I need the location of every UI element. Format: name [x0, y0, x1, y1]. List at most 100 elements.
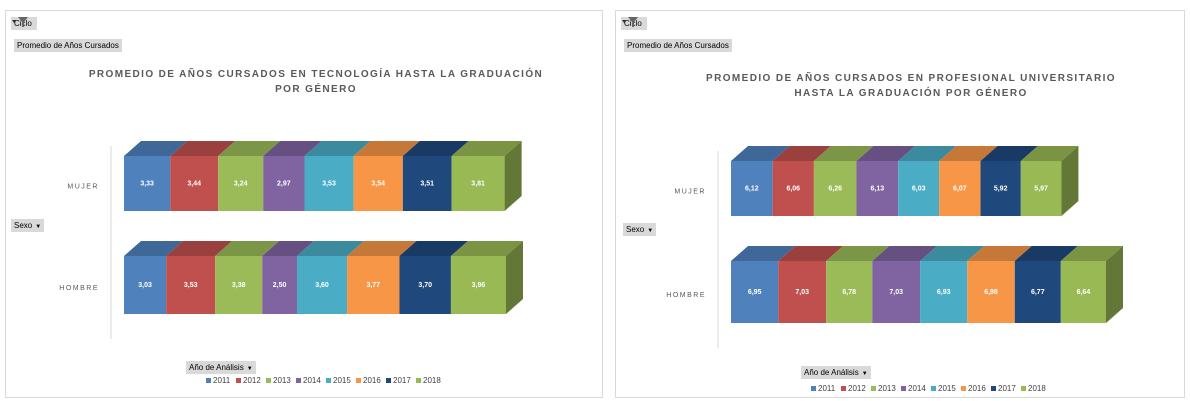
data-label: 3,53 [322, 180, 336, 187]
bar-segment [170, 156, 219, 211]
legend-label: 2011 [818, 384, 836, 393]
data-label: 2,50 [273, 282, 287, 289]
bar-segment [920, 261, 968, 323]
bar-top-face [778, 246, 844, 261]
bar-segment [1020, 161, 1062, 216]
data-label: 3,51 [420, 180, 434, 187]
bar-segment [813, 161, 857, 216]
bar-top-face [967, 246, 1032, 261]
chart-title: PROMEDIO DE AÑOS CURSADOS EN PROFESIONAL… [706, 73, 1116, 99]
legend-swatch [296, 378, 301, 383]
bar-top-face [898, 146, 957, 161]
bar-top-face [872, 246, 938, 261]
bar-top-face [731, 146, 790, 161]
data-label: 6,12 [745, 185, 759, 192]
legend-field-button[interactable]: Año de Análisis ▼ [801, 366, 871, 379]
legend-label: 2015 [938, 384, 956, 393]
legend-swatch [871, 386, 876, 391]
legend-swatch [386, 378, 391, 383]
dropdown-arrow: ▼ [647, 228, 654, 234]
legend-swatch [901, 386, 906, 391]
data-label: 6,13 [871, 185, 885, 192]
bar-segment [1014, 261, 1061, 323]
legend-field-button[interactable]: Año de Análisis ▼ [186, 361, 256, 374]
legend-swatch [1021, 386, 1026, 391]
data-label: 3,44 [187, 180, 201, 187]
legend-swatch [206, 378, 211, 383]
legend-label: 2013 [273, 376, 291, 385]
bar-segment [826, 261, 873, 323]
legend-swatch [841, 386, 846, 391]
bar-top-face [980, 146, 1038, 161]
legend-label: 2014 [908, 384, 926, 393]
legend-swatch [991, 386, 996, 391]
bar-segment [166, 256, 216, 314]
data-label: 2,97 [277, 180, 291, 187]
legend-label: 2014 [303, 376, 321, 385]
filter-button[interactable]: Ciclo [621, 17, 647, 30]
chart: MUJER 6,12 6,06 6,26 6,13 6,03 6,07 5,92 5,97 HOM… [666, 146, 1123, 393]
data-label: 6,95 [748, 289, 762, 296]
data-label: 6,07 [953, 185, 967, 192]
data-label: 3,70 [418, 282, 432, 289]
legend-label: 2017 [393, 376, 411, 385]
bar-segment [402, 156, 452, 211]
legend-label: 2012 [243, 376, 261, 385]
bar-segment [898, 161, 940, 216]
bar-segment [304, 156, 354, 211]
bar-top-face [1014, 246, 1078, 261]
dropdown-arrow: ▼ [246, 366, 253, 372]
bar-top-face [166, 241, 233, 256]
value-field-button: Promedio de Años Cursados [624, 39, 732, 52]
bar-segment [856, 161, 899, 216]
data-label: 5,92 [994, 185, 1008, 192]
bar-segment [353, 156, 403, 211]
data-label: 3,81 [471, 180, 485, 187]
bar-segment [939, 161, 981, 216]
filter-button[interactable]: Ciclo [11, 17, 37, 30]
legend-swatch [931, 386, 936, 391]
bar-side-face [504, 141, 522, 211]
bar-segment [451, 156, 505, 211]
bar-segment [263, 156, 305, 211]
data-label: 6,06 [786, 185, 800, 192]
bar-segment [772, 161, 814, 216]
data-label: 6,93 [937, 289, 951, 296]
bar-top-face [826, 246, 890, 261]
bar-segment [872, 261, 921, 323]
data-label: 6,77 [1031, 289, 1045, 296]
bar-side-face [1106, 246, 1123, 323]
legend-label: 2016 [968, 384, 986, 393]
legend-swatch [356, 378, 361, 383]
data-label: 3,03 [138, 282, 152, 289]
bar-top-face [353, 141, 420, 156]
bar-segment [296, 256, 348, 314]
data-label: 7,03 [795, 289, 809, 296]
legend-label: 2012 [848, 384, 866, 393]
bar-top-face [347, 241, 417, 256]
filter-glyph [12, 17, 28, 27]
data-label: 3,33 [140, 180, 154, 187]
category-label: HOMBRE [59, 285, 99, 292]
legend-label: 2018 [423, 376, 441, 385]
bar-top-face [263, 141, 322, 156]
bar-segment [731, 161, 773, 216]
bar-segment [450, 256, 506, 314]
data-label: 6,03 [912, 185, 926, 192]
chart-container: MUJER 6,12 6,06 6,26 6,13 6,03 6,07 5,92 5,97 HOM… [615, 10, 1185, 398]
axis-field-button[interactable]: Sexo ▼ [623, 223, 657, 236]
bar-top-face [124, 141, 188, 156]
bar-segment [218, 156, 264, 211]
bar-side-face [506, 241, 523, 314]
data-label: 6,98 [984, 289, 998, 296]
legend-swatch [811, 386, 816, 391]
dropdown-arrow: ▼ [861, 371, 868, 377]
data-label: 3,53 [184, 282, 198, 289]
bar-top-face [451, 141, 522, 156]
bar-segment [399, 256, 451, 314]
category-label: HOMBRE [666, 292, 706, 299]
axis-field-button[interactable]: Sexo ▼ [11, 219, 45, 232]
bar-top-face [731, 246, 796, 261]
data-label: 3,54 [371, 180, 385, 187]
